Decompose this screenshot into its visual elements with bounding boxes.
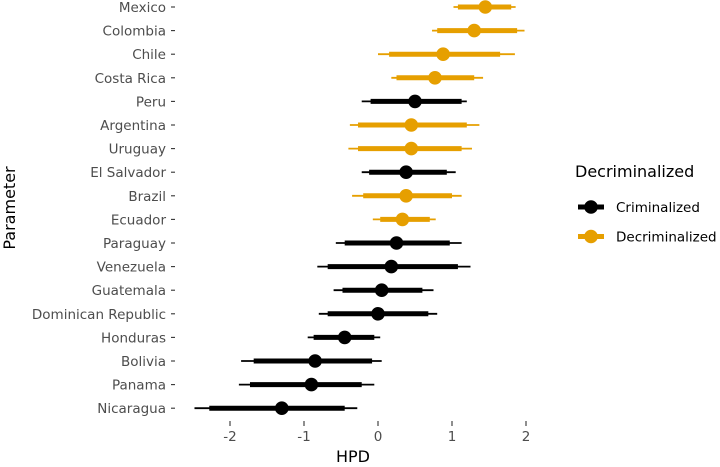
x-tick-label: 0	[374, 429, 383, 445]
row-uruguay	[348, 141, 472, 156]
row-mexico	[453, 0, 516, 14]
row-el-salvador	[361, 165, 456, 179]
row-colombia	[432, 23, 525, 38]
x-axis-title: HPD	[336, 447, 370, 466]
legend-label: Criminalized	[616, 200, 700, 216]
y-tick-label: Colombia	[103, 24, 166, 40]
median-point	[389, 236, 404, 250]
y-tick-label: Uruguay	[109, 142, 166, 158]
y-tick-label: Peru	[136, 94, 166, 110]
y-tick-label: Panama	[112, 378, 166, 394]
row-dominican-republic	[318, 307, 438, 321]
row-chile	[378, 47, 515, 61]
median-point	[384, 259, 399, 274]
median-point	[308, 354, 322, 368]
x-tick-label: -2	[223, 429, 236, 445]
x-tick-label: -1	[297, 429, 310, 445]
median-point	[304, 377, 319, 392]
median-point	[275, 401, 289, 416]
row-paraguay	[335, 236, 462, 250]
plot-marks	[194, 0, 525, 416]
legend-key-point	[584, 200, 598, 214]
y-tick-label: Dominican Republic	[32, 307, 166, 323]
y-tick-labels: Mexico Colombia Chile Costa Rica Peru Argenti…	[32, 0, 175, 417]
median-point	[436, 47, 450, 61]
y-tick-label: Mexico	[119, 0, 166, 16]
y-tick-label: Paraguay	[103, 236, 166, 252]
row-brazil	[352, 189, 462, 203]
y-tick-label: Costa Rica	[95, 71, 166, 87]
y-tick-label: Brazil	[128, 189, 166, 205]
y-tick-label: Honduras	[101, 330, 166, 346]
median-point	[371, 307, 385, 321]
row-guatemala	[333, 283, 434, 298]
median-point	[395, 212, 410, 227]
legend: Decriminalized Criminalized Decriminalize…	[575, 162, 717, 246]
row-ecuador	[372, 212, 436, 227]
row-honduras	[307, 330, 381, 345]
x-tick-label: 2	[522, 429, 531, 445]
y-tick-label: Chile	[132, 47, 166, 63]
median-point	[428, 71, 442, 85]
legend-item-decriminalized: Decriminalized	[578, 230, 717, 246]
y-tick-label: Ecuador	[111, 212, 167, 228]
y-tick-label: El Salvador	[90, 165, 166, 181]
row-bolivia	[241, 354, 382, 368]
row-nicaragua	[194, 401, 358, 416]
y-tick-label: Guatemala	[92, 283, 166, 299]
median-point	[408, 94, 422, 109]
median-point	[399, 165, 413, 179]
median-point	[404, 118, 419, 132]
row-argentina	[349, 118, 480, 132]
y-tick-label: Venezuela	[97, 260, 166, 276]
y-tick-label: Bolivia	[121, 354, 166, 370]
row-venezuela	[317, 259, 471, 274]
y-axis-title: Parameter	[0, 166, 19, 250]
legend-label: Decriminalized	[616, 230, 717, 246]
x-axis: -2 -1 0 1 2	[223, 421, 530, 445]
median-point	[399, 189, 413, 203]
row-peru	[361, 94, 467, 109]
median-point	[404, 141, 419, 156]
median-point	[374, 283, 389, 298]
row-costa-rica	[391, 71, 484, 85]
legend-item-criminalized: Criminalized	[578, 200, 700, 216]
median-point	[467, 23, 482, 38]
legend-title: Decriminalized	[575, 162, 694, 181]
y-tick-label: Nicaragua	[97, 401, 166, 417]
legend-key-point	[584, 229, 598, 244]
median-point	[337, 330, 352, 345]
y-tick-label: Argentina	[100, 118, 166, 134]
median-point	[478, 0, 493, 14]
row-panama	[238, 377, 375, 392]
x-tick-label: 1	[448, 429, 457, 445]
